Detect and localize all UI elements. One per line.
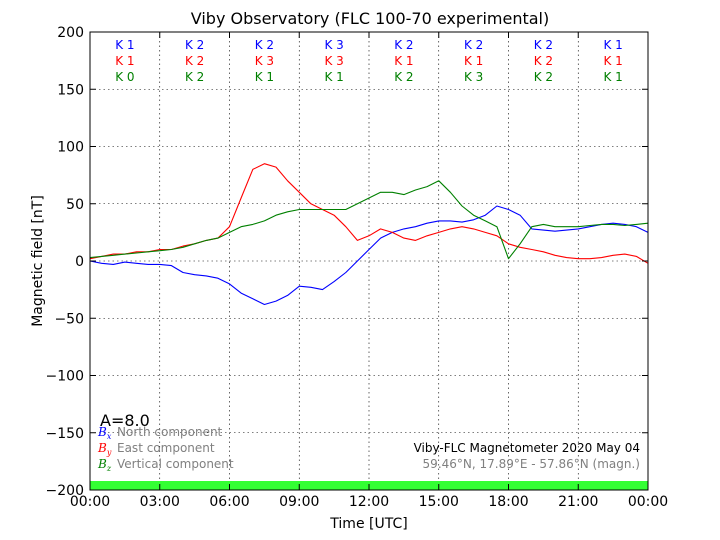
legend: Bx North component By East component Bz Verti… bbox=[97, 425, 234, 473]
legend-symbol: Bz bbox=[97, 457, 112, 473]
k-index-cell: K 2 bbox=[185, 70, 204, 84]
y-tick-label: −100 bbox=[46, 369, 84, 385]
y-tick-label: 50 bbox=[66, 197, 84, 213]
k-index-cell: K 1 bbox=[603, 70, 622, 84]
grid bbox=[90, 32, 648, 490]
k-index-cell: K 2 bbox=[534, 54, 553, 68]
k-index-cell: K 1 bbox=[603, 38, 622, 52]
y-tick-label: −50 bbox=[54, 311, 84, 327]
legend-label: North component bbox=[117, 425, 223, 439]
k-index-cell: K 1 bbox=[255, 70, 274, 84]
x-tick-label: 03:00 bbox=[140, 494, 180, 510]
legend-item: Bx North component bbox=[97, 425, 223, 441]
x-tick-label: 15:00 bbox=[419, 494, 459, 510]
k-index-cell: K 3 bbox=[255, 54, 274, 68]
k-index-cell: K 1 bbox=[324, 70, 343, 84]
x-tick-label: 12:00 bbox=[349, 494, 389, 510]
k-index-cell: K 3 bbox=[464, 70, 483, 84]
k-index-cell: K 2 bbox=[534, 38, 553, 52]
series-line-east-component bbox=[89, 163, 649, 264]
legend-item: Bz Vertical component bbox=[97, 457, 234, 473]
k-index-cell: K 2 bbox=[534, 70, 553, 84]
k-index-cell: K 2 bbox=[185, 38, 204, 52]
y-tick-label: −200 bbox=[46, 483, 84, 499]
k-index-cell: K 1 bbox=[464, 54, 483, 68]
k-index-cell: K 2 bbox=[464, 38, 483, 52]
k-index-cell: K 2 bbox=[185, 54, 204, 68]
a-index-label: A=8.0 bbox=[100, 411, 150, 430]
k-index-cell: K 2 bbox=[255, 38, 274, 52]
k-index-cell: K 2 bbox=[394, 38, 413, 52]
legend-label: Vertical component bbox=[117, 457, 234, 471]
y-tick-label: 100 bbox=[57, 140, 84, 156]
legend-symbol: Bx bbox=[97, 425, 112, 441]
y-tick-label: 150 bbox=[57, 82, 84, 98]
series-line-vertical-component bbox=[89, 180, 649, 260]
chart-title: Viby Observatory (FLC 100-70 experimenta… bbox=[191, 9, 550, 28]
x-tick-label: 00:00 bbox=[628, 494, 668, 510]
x-tick-label: 06:00 bbox=[209, 494, 249, 510]
x-tick-label: 09:00 bbox=[279, 494, 319, 510]
x-axis-label: Time [UTC] bbox=[329, 516, 407, 532]
series-line-north-component bbox=[89, 205, 649, 306]
axis-ticks: 00:00 03:00 06:00 09:00 12:00 15:00 18:00 21:00… bbox=[46, 25, 669, 510]
k-index-cell: K 3 bbox=[324, 38, 343, 52]
k-index-cell: K 2 bbox=[394, 70, 413, 84]
k-index-cell: K 3 bbox=[324, 54, 343, 68]
y-tick-label: 200 bbox=[57, 25, 84, 41]
legend-item: By East component bbox=[97, 441, 215, 457]
x-tick-label: 18:00 bbox=[488, 494, 528, 510]
k-index-cell: K 1 bbox=[115, 54, 134, 68]
k-index-cell: K 0 bbox=[115, 70, 134, 84]
legend-label: East component bbox=[117, 441, 215, 455]
y-tick-label: −150 bbox=[46, 426, 84, 442]
k-index-table: K 1 K 2 K 2 K 3 K 2 K 2 K 2 K 1 K 1 K 2 K 3 K 3 K 1 K… bbox=[115, 38, 623, 84]
k-index-cell: K 1 bbox=[603, 54, 622, 68]
k-index-cell: K 1 bbox=[394, 54, 413, 68]
k-index-cell: K 1 bbox=[115, 38, 134, 52]
instrument-annotation: Viby-FLC Magnetometer 2020 May 04 bbox=[414, 441, 640, 455]
legend-symbol: By bbox=[97, 441, 112, 457]
y-axis-label: Magnetic field [nT] bbox=[30, 195, 46, 327]
x-tick-label: 00:00 bbox=[70, 494, 110, 510]
coordinates-annotation: 59.46°N, 17.89°E - 57.86°N (magn.) bbox=[423, 457, 640, 471]
x-tick-label: 21:00 bbox=[558, 494, 598, 510]
series-lines bbox=[89, 163, 649, 306]
y-tick-label: 0 bbox=[75, 254, 84, 270]
